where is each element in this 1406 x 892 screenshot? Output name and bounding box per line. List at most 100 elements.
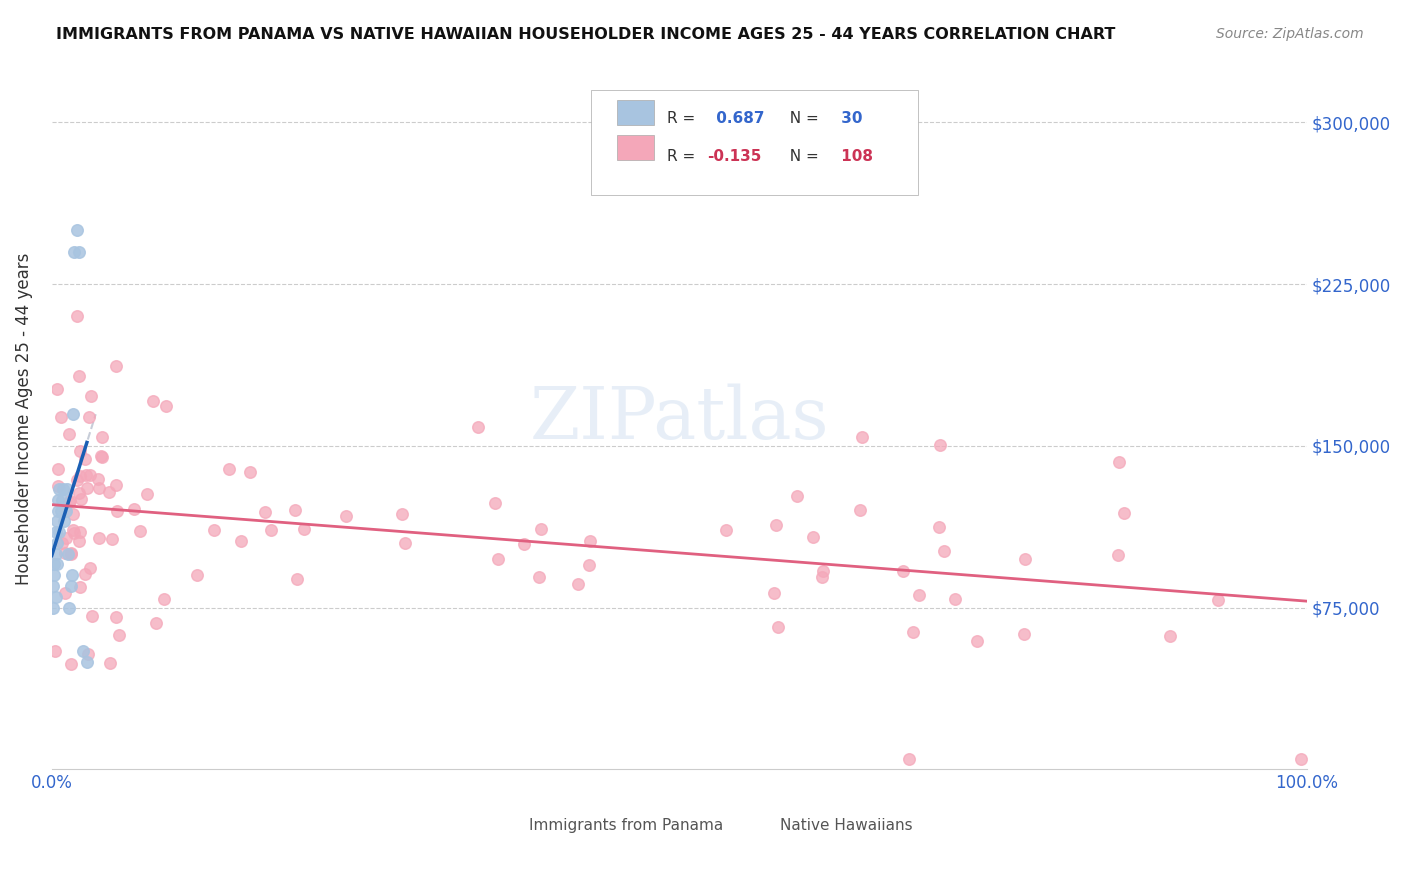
Point <box>45 514 67 528</box>
Point <box>80 389 103 403</box>
Point <box>90 450 112 464</box>
Point <box>59 493 82 508</box>
Point <box>51 492 73 507</box>
Point <box>79 467 101 482</box>
Point <box>56 482 79 496</box>
Point <box>69 443 91 458</box>
Point <box>801 530 824 544</box>
Point <box>44 525 66 540</box>
Text: Source: ZipAtlas.com: Source: ZipAtlas.com <box>1216 27 1364 41</box>
Point <box>62 407 84 421</box>
Point <box>67 533 90 548</box>
Point <box>66 309 89 323</box>
Point <box>100 532 122 546</box>
Point <box>848 503 870 517</box>
Point <box>73 567 96 582</box>
Point <box>52 482 75 496</box>
Point <box>46 479 69 493</box>
Point <box>239 466 262 480</box>
Text: Immigrants from Panama: Immigrants from Panama <box>529 818 723 833</box>
Point <box>932 544 955 558</box>
Point <box>928 438 950 452</box>
Point <box>53 546 76 560</box>
Point <box>218 462 240 476</box>
Point <box>58 495 80 509</box>
Point <box>90 449 112 463</box>
FancyBboxPatch shape <box>472 803 510 824</box>
Point <box>898 751 921 765</box>
Point <box>60 568 83 582</box>
Point <box>69 491 91 506</box>
Point <box>60 657 83 672</box>
Point <box>253 505 276 519</box>
Point <box>908 588 931 602</box>
Point <box>48 482 70 496</box>
Point <box>58 600 80 615</box>
Point <box>786 489 808 503</box>
Point <box>142 394 165 409</box>
Point <box>73 451 96 466</box>
Point <box>69 469 91 483</box>
Text: IMMIGRANTS FROM PANAMA VS NATIVE HAWAIIAN HOUSEHOLDER INCOME AGES 25 - 44 YEARS : IMMIGRANTS FROM PANAMA VS NATIVE HAWAIIA… <box>56 27 1115 42</box>
Point <box>42 579 65 593</box>
Point <box>98 485 121 500</box>
Point <box>79 561 101 575</box>
Point <box>229 533 252 548</box>
Point <box>46 503 69 517</box>
Text: R =: R = <box>666 149 700 164</box>
Text: ZIPatlas: ZIPatlas <box>530 384 830 454</box>
Point <box>901 624 924 639</box>
Point <box>1108 455 1130 469</box>
Text: 30: 30 <box>837 111 863 126</box>
FancyBboxPatch shape <box>617 100 654 125</box>
FancyBboxPatch shape <box>735 803 773 824</box>
Point <box>75 467 97 482</box>
Point <box>891 564 914 578</box>
Point <box>63 244 86 259</box>
FancyBboxPatch shape <box>617 135 654 160</box>
Point <box>51 410 73 425</box>
Point <box>108 628 131 642</box>
Point <box>80 608 103 623</box>
Point <box>46 462 69 476</box>
Point <box>44 590 66 604</box>
Point <box>813 564 835 578</box>
Point <box>763 586 786 600</box>
Point <box>488 552 510 566</box>
Point <box>49 503 72 517</box>
Point <box>810 570 832 584</box>
Point <box>53 514 76 528</box>
Point <box>58 426 80 441</box>
Point <box>467 420 489 434</box>
Point <box>59 579 82 593</box>
Point <box>56 547 79 561</box>
Point <box>51 536 73 550</box>
Point <box>765 517 787 532</box>
Point <box>45 383 67 397</box>
Point <box>105 359 128 373</box>
Point <box>59 547 82 561</box>
Point <box>67 485 90 500</box>
Point <box>1291 751 1313 765</box>
Point <box>1012 627 1035 641</box>
Point <box>98 656 121 670</box>
Point <box>77 409 100 424</box>
Point <box>284 502 307 516</box>
Text: Native Hawaiians: Native Hawaiians <box>780 818 912 833</box>
Point <box>186 568 208 582</box>
Point <box>578 558 600 573</box>
Point <box>67 368 90 383</box>
Point <box>145 615 167 630</box>
Point <box>285 572 308 586</box>
Point <box>89 531 111 545</box>
Point <box>259 523 281 537</box>
Point <box>1107 548 1129 562</box>
Point <box>67 244 90 259</box>
Point <box>292 522 315 536</box>
Point <box>202 523 225 537</box>
Point <box>394 536 416 550</box>
Text: -0.135: -0.135 <box>707 149 761 164</box>
Point <box>122 501 145 516</box>
Point <box>48 525 70 540</box>
Point <box>943 591 966 606</box>
